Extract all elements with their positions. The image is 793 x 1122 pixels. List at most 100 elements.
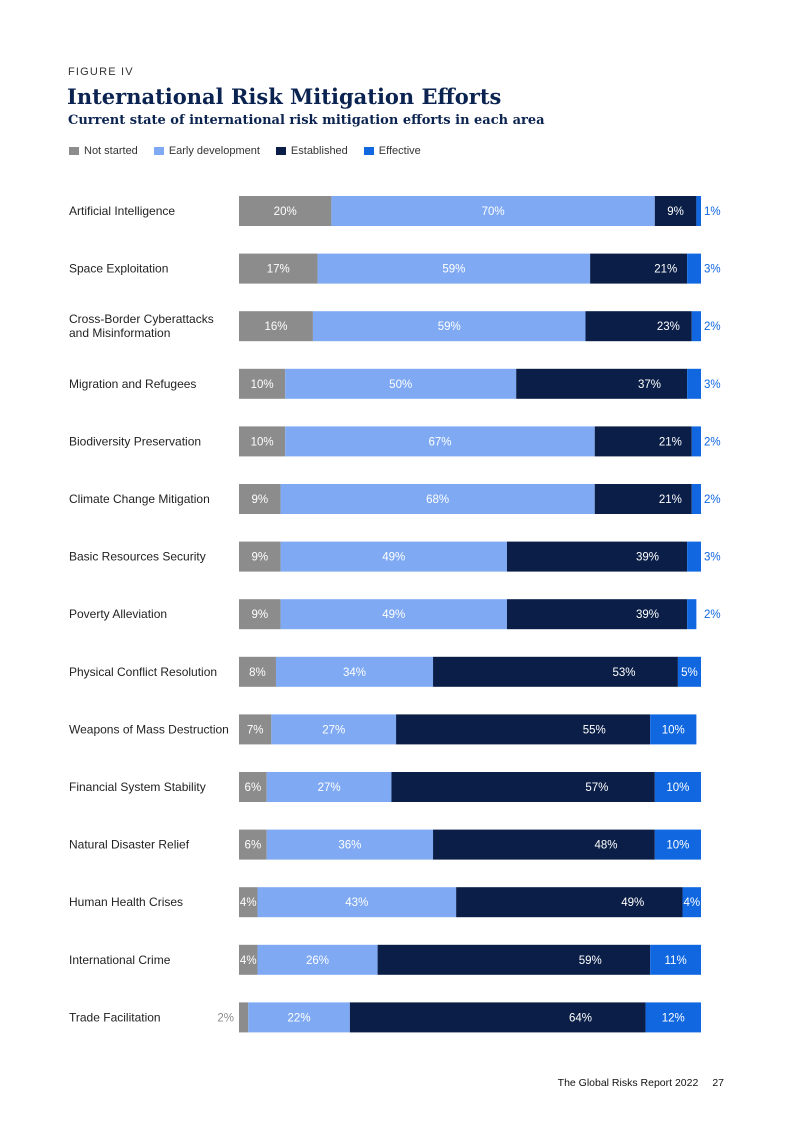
legend-swatch — [69, 147, 79, 155]
legend-swatch — [275, 147, 286, 155]
bar-segment-established-migration-and-refugees — [516, 368, 688, 399]
value-label-effective: 2% — [704, 436, 721, 448]
value-label-early-development: 49% — [382, 609, 405, 621]
legend-item-effective: Effective — [363, 145, 421, 157]
bar-segment-early-development-basic-resources-security — [280, 541, 507, 572]
value-label-early-development: 34% — [343, 667, 366, 679]
bar-segment-effective-human-health-crises — [682, 887, 701, 918]
value-label-established: 21% — [659, 436, 682, 448]
value-label-established: 9% — [667, 206, 684, 218]
value-label-effective: 10% — [666, 840, 689, 852]
value-label-not-started: 10% — [251, 436, 274, 448]
bar-segment-effective-natural-disaster-relief — [654, 829, 701, 860]
bar-segment-established-space-exploitation — [590, 253, 688, 284]
bar-segment-established-trade-facilitation — [349, 1002, 646, 1033]
value-label-effective: 3% — [704, 264, 721, 276]
value-label-effective: 3% — [704, 552, 721, 564]
value-label-not-started: 9% — [251, 609, 268, 621]
bar-segment-early-development-international-crime — [257, 944, 378, 975]
value-label-effective: 11% — [665, 955, 687, 967]
value-label-effective: 3% — [704, 379, 721, 391]
value-label-established: 53% — [613, 667, 636, 679]
bar-segment-not-started-physical-conflict-resolution — [239, 656, 276, 687]
value-label-established: 64% — [569, 1012, 592, 1024]
bar-segment-effective-poverty-alleviation — [687, 599, 697, 630]
report-name: The Global Risks Report 2022 — [557, 1077, 699, 1089]
legend-swatch — [363, 147, 374, 155]
bar-segment-not-started-poverty-alleviation — [239, 599, 281, 630]
category-label: Climate Change Mitigation — [69, 492, 210, 506]
bar-segment-established-biodiversity-preservation — [594, 426, 692, 457]
value-label-not-started: 4% — [240, 955, 257, 967]
legend: Not started Early development Establishe… — [69, 145, 437, 157]
bar-segment-not-started-space-exploitation — [239, 253, 318, 284]
value-label-not-started: 9% — [251, 494, 268, 506]
value-label-effective: 10% — [662, 724, 685, 736]
value-label-established: 21% — [659, 494, 682, 506]
bar-segment-established-international-crime — [377, 944, 651, 975]
value-label-not-started: 8% — [249, 667, 266, 679]
bar-segment-not-started-climate-change-mitigation — [239, 484, 281, 514]
value-label-early-development: 70% — [482, 206, 505, 218]
value-label-early-development: 26% — [306, 955, 329, 967]
value-label-early-development: 36% — [338, 840, 361, 852]
category-label: Financial System Stability — [69, 780, 206, 794]
bar-segment-effective-trade-facilitation — [645, 1002, 701, 1033]
value-label-early-development: 27% — [318, 782, 341, 794]
value-label-effective: 10% — [666, 782, 689, 794]
bar-segment-not-started-international-crime — [239, 944, 258, 975]
value-label-not-started: 10% — [251, 379, 274, 391]
legend-item-not-started: Not started — [69, 145, 138, 157]
bar-segment-not-started-financial-system-stability — [239, 772, 267, 802]
bar-segment-early-development-natural-disaster-relief — [266, 829, 434, 860]
value-label-effective: 2% — [704, 494, 721, 506]
category-label: Trade Facilitation — [69, 1010, 161, 1024]
bar-segment-not-started-migration-and-refugees — [239, 368, 286, 399]
bar-segment-effective-migration-and-refugees — [687, 368, 701, 399]
value-label-effective: 4% — [683, 897, 700, 909]
bar-segment-established-financial-system-stability — [391, 772, 655, 802]
value-label-not-started: 4% — [240, 897, 257, 909]
bar-segment-established-climate-change-mitigation — [594, 484, 692, 514]
bar-segment-not-started-biodiversity-preservation — [239, 426, 286, 457]
bar-segment-early-development-human-health-crises — [257, 887, 457, 918]
bar-segment-not-started-artificial-intelligence — [239, 196, 332, 226]
value-label-established: 49% — [621, 897, 644, 909]
legend-swatch — [153, 147, 164, 155]
category-label: Space Exploitation — [69, 262, 168, 276]
bar-segment-not-started-trade-facilitation — [239, 1002, 249, 1033]
bar-segment-effective-artificial-intelligence — [696, 196, 701, 226]
value-label-established: 55% — [583, 724, 606, 736]
value-label-effective: 2% — [704, 609, 721, 621]
value-label-not-started: 6% — [245, 782, 262, 794]
bar-segment-effective-basic-resources-security — [687, 541, 701, 572]
value-label-established: 21% — [654, 264, 677, 276]
category-label: Physical Conflict Resolution — [69, 665, 217, 679]
bar-segment-early-development-migration-and-refugees — [285, 368, 517, 399]
value-label-effective: 12% — [662, 1012, 685, 1024]
category-label: Artificial Intelligence — [69, 204, 175, 218]
value-label-established: 23% — [657, 321, 680, 333]
bar-segment-effective-climate-change-mitigation — [691, 484, 701, 514]
value-label-early-development: 49% — [382, 552, 405, 564]
bar-segment-not-started-cross-border-cyberattacks-and-misinformation — [239, 311, 313, 342]
category-label: International Crime — [69, 953, 171, 967]
category-label: Cross-Border Cyberattacks and Misinformat… — [69, 312, 214, 340]
value-label-established: 39% — [636, 609, 659, 621]
figure-label: FIGURE IV — [68, 66, 134, 78]
bar-segment-established-physical-conflict-resolution — [433, 656, 678, 687]
bar-segment-effective-cross-border-cyberattacks-and-misinformation — [691, 311, 701, 342]
legend-label: Early development — [168, 145, 260, 157]
value-label-established: 57% — [585, 782, 608, 794]
value-label-not-started: 9% — [251, 552, 268, 564]
value-label-not-started: 2% — [217, 1012, 234, 1024]
value-label-early-development: 59% — [442, 264, 465, 276]
bar-segment-early-development-poverty-alleviation — [280, 599, 507, 630]
value-label-established: 59% — [579, 955, 602, 967]
category-label: Natural Disaster Relief — [69, 838, 190, 852]
bar-segment-early-development-climate-change-mitigation — [280, 484, 595, 514]
category-label: Biodiversity Preservation — [69, 434, 201, 448]
legend-item-early-development: Early development — [153, 145, 260, 157]
legend-label: Not started — [84, 145, 138, 157]
value-label-established: 39% — [636, 552, 659, 564]
